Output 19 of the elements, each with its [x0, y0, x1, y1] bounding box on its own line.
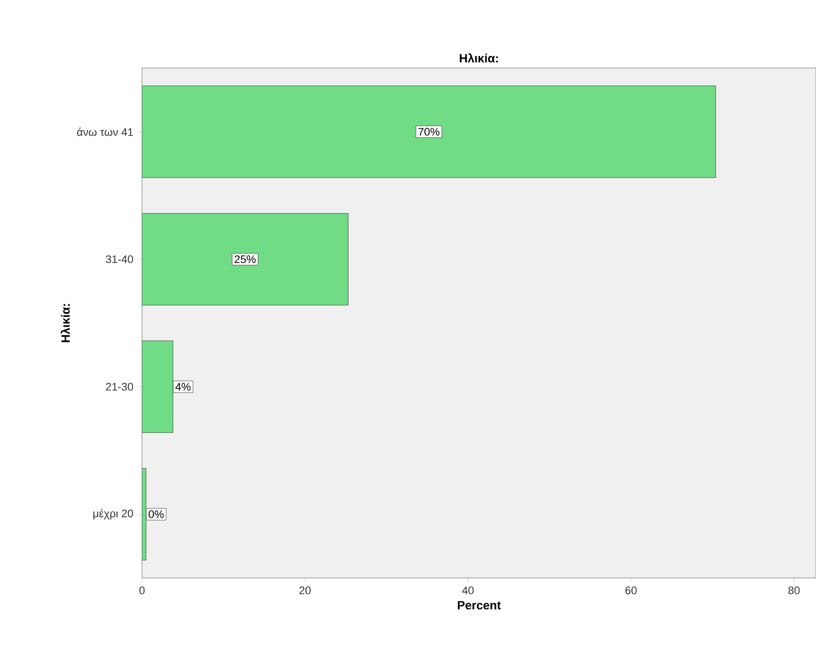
chart-title: Ηλικία: [460, 53, 498, 62]
x-tick-label: 80 [788, 586, 800, 594]
data-label: 70% [418, 128, 440, 136]
bar [142, 86, 716, 178]
data-label: 4% [175, 382, 191, 391]
x-axis-title: Percent [458, 601, 501, 610]
y-tick-label: 31-40 [106, 255, 134, 264]
x-tick-label: 40 [462, 586, 474, 594]
data-label: 0% [148, 510, 164, 518]
x-tick-label: 0 [139, 586, 145, 594]
bar [142, 340, 174, 433]
x-tick-label: 20 [299, 586, 311, 594]
y-tick-label: 21-30 [106, 382, 134, 391]
x-tick-label: 60 [625, 586, 637, 594]
data-label: 25% [234, 255, 256, 264]
y-axis-title: Ηλικία: [60, 304, 70, 342]
y-tick-label: μέχρι 20 [93, 508, 134, 520]
bar [142, 213, 348, 306]
y-tick-label: άνω των 41 [77, 128, 133, 136]
